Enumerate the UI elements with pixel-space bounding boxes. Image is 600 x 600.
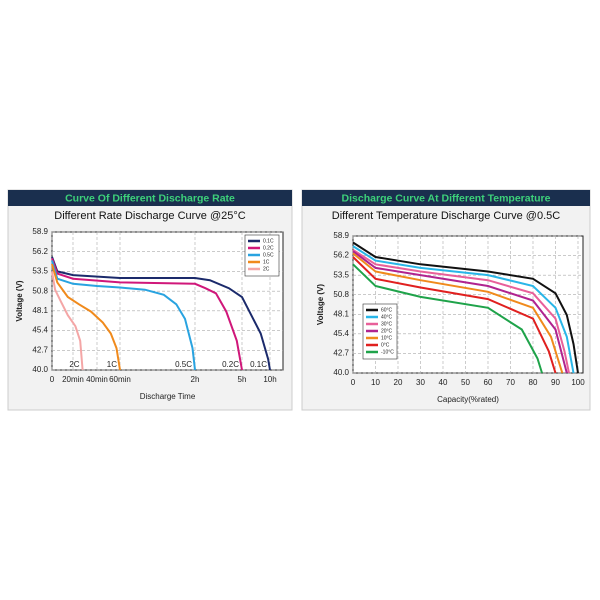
legend-label: 0.1C xyxy=(263,238,274,244)
y-tick-label: 58.9 xyxy=(333,231,349,240)
series-line xyxy=(352,248,570,374)
series-line xyxy=(51,257,243,371)
y-tick-label: 56.2 xyxy=(32,247,48,256)
curve-label: 0.2C xyxy=(222,360,239,369)
x-tick-label: 60min xyxy=(109,375,131,384)
legend-label: -10°C xyxy=(381,349,394,355)
x-tick-label: 100 xyxy=(571,378,585,387)
x-tick-label: 0 xyxy=(351,378,356,387)
y-tick-label: 45.4 xyxy=(333,329,349,338)
y-tick-label: 40.0 xyxy=(32,365,48,374)
legend-label: 30°C xyxy=(381,321,393,327)
panel-header: Curve Of Different Discharge Rate xyxy=(65,192,235,204)
y-tick-label: 48.1 xyxy=(32,306,48,315)
y-tick-label: 42.7 xyxy=(32,345,48,354)
chart-title: Different Rate Discharge Curve @25°C xyxy=(54,210,245,222)
x-tick-label: 60 xyxy=(484,378,493,387)
y-tick-label: 56.2 xyxy=(333,251,349,260)
legend-label: 10°C xyxy=(381,335,393,341)
curve-label: 2C xyxy=(69,360,79,369)
x-tick-label: 80 xyxy=(529,378,538,387)
panel-header: Discharge Curve At Different Temperature xyxy=(342,192,551,204)
legend-label: 1C xyxy=(263,259,270,265)
y-tick-label: 53.5 xyxy=(32,267,48,276)
series-line xyxy=(352,263,543,374)
x-tick-label: 90 xyxy=(551,378,560,387)
x-axis-label: Discharge Time xyxy=(140,392,196,401)
legend-label: 0.2C xyxy=(263,245,274,251)
series-line xyxy=(352,245,575,374)
y-tick-label: 50.8 xyxy=(32,286,48,295)
x-axis-label: Capacity(%rated) xyxy=(437,395,499,404)
y-tick-label: 40.0 xyxy=(333,368,349,377)
x-tick-label: 20min xyxy=(62,375,84,384)
y-tick-label: 58.9 xyxy=(32,227,48,236)
x-tick-label: 10 xyxy=(371,378,380,387)
legend-label: 0.5C xyxy=(263,252,274,258)
series-line xyxy=(352,252,564,374)
x-tick-label: 70 xyxy=(506,378,515,387)
x-tick-label: 30 xyxy=(416,378,425,387)
series-line xyxy=(51,260,196,371)
legend-label: 60°C xyxy=(381,307,393,313)
curve-label: 0.5C xyxy=(175,360,192,369)
chart-title: Different Temperature Discharge Curve @0… xyxy=(332,210,560,222)
x-tick-label: 40 xyxy=(439,378,448,387)
x-tick-label: 0 xyxy=(50,375,55,384)
curve-label: 0.1C xyxy=(250,360,267,369)
y-tick-label: 45.4 xyxy=(32,326,48,335)
series-line xyxy=(51,256,271,371)
x-tick-label: 2h xyxy=(191,375,200,384)
y-axis-label: Voltage (V) xyxy=(15,280,24,322)
x-tick-label: 5h xyxy=(238,375,247,384)
y-tick-label: 53.5 xyxy=(333,270,349,279)
series-line xyxy=(352,250,568,374)
legend-label: 2C xyxy=(263,266,270,272)
y-axis-label: Voltage (V) xyxy=(316,284,325,326)
x-tick-label: 20 xyxy=(394,378,403,387)
y-tick-label: 42.7 xyxy=(333,349,349,358)
legend-label: 20°C xyxy=(381,328,393,334)
y-tick-label: 50.8 xyxy=(333,290,349,299)
x-tick-label: 50 xyxy=(461,378,470,387)
series-line xyxy=(51,271,84,371)
header-bar xyxy=(8,190,292,206)
x-tick-label: 40min xyxy=(86,375,108,384)
series-line xyxy=(352,241,579,374)
legend-label: 0°C xyxy=(381,342,390,348)
header-bar xyxy=(302,190,590,206)
curve-label: 1C xyxy=(107,360,117,369)
series-line xyxy=(51,263,121,371)
y-tick-label: 48.1 xyxy=(333,309,349,318)
series-line xyxy=(352,256,557,374)
x-tick-label: 10h xyxy=(263,375,276,384)
legend-label: 40°C xyxy=(381,314,393,320)
